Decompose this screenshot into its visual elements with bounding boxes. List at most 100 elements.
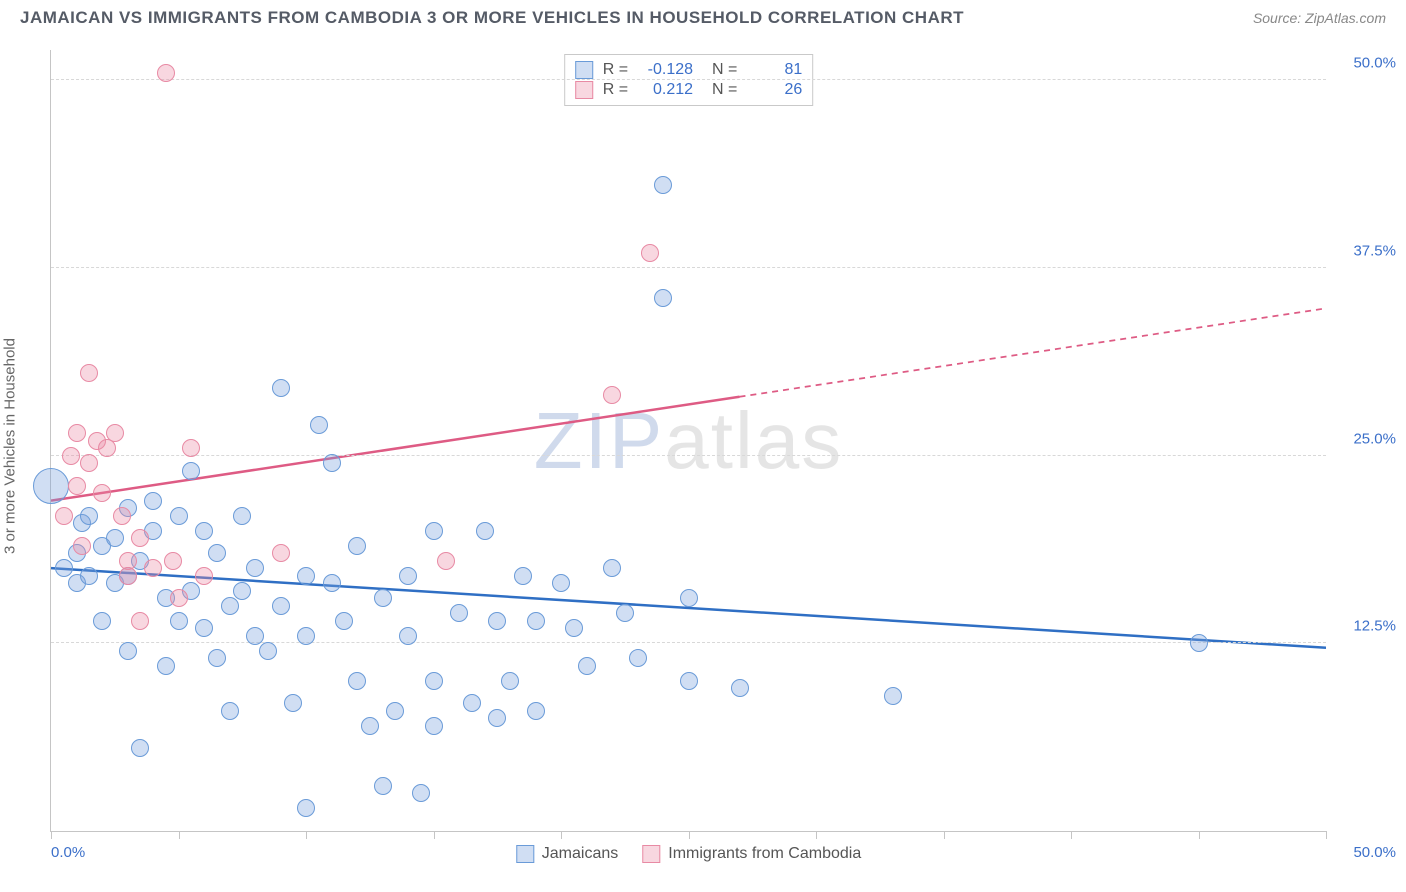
watermark: ZIPatlas <box>534 395 843 487</box>
jamaicans-point <box>335 612 353 630</box>
jamaicans-point <box>425 717 443 735</box>
r-label: R = <box>603 61 628 79</box>
x-axis-end-label: 50.0% <box>1353 844 1396 861</box>
cambodia-point <box>131 612 149 630</box>
jamaicans-point <box>463 694 481 712</box>
jamaicans-point <box>680 589 698 607</box>
cambodia-point <box>144 559 162 577</box>
jamaicans-point <box>93 612 111 630</box>
jamaicans-point <box>501 672 519 690</box>
y-axis-label: 3 or more Vehicles in Household <box>2 338 19 554</box>
jamaicans-point <box>565 619 583 637</box>
jamaicans-point <box>119 642 137 660</box>
gridline <box>51 79 1326 80</box>
y-tick-label: 50.0% <box>1336 55 1396 72</box>
cambodia-point <box>106 424 124 442</box>
cambodia-point <box>157 64 175 82</box>
cambodia-point <box>62 447 80 465</box>
jamaicans-point <box>284 694 302 712</box>
x-tick <box>1199 831 1200 839</box>
jamaicans-point <box>80 507 98 525</box>
jamaicans-point <box>386 702 404 720</box>
cambodia-point <box>93 484 111 502</box>
jamaicans-point <box>131 739 149 757</box>
jamaicans-point <box>144 492 162 510</box>
cambodia-point <box>272 544 290 562</box>
cambodia-point <box>641 244 659 262</box>
jamaicans-point <box>297 627 315 645</box>
jamaicans-point <box>170 507 188 525</box>
series-legend: Jamaicans Immigrants from Cambodia <box>516 845 861 863</box>
jamaicans-point <box>680 672 698 690</box>
jamaicans-point <box>374 589 392 607</box>
jamaicans-point <box>323 454 341 472</box>
jamaicans-point <box>259 642 277 660</box>
legend-swatch <box>516 845 534 863</box>
cambodia-point <box>182 439 200 457</box>
plot-region: ZIPatlas R = -0.128 N = 81 R = 0.212 N = 26 0… <box>50 50 1326 832</box>
jamaicans-point <box>246 559 264 577</box>
cambodia-point <box>80 364 98 382</box>
jamaicans-point <box>157 657 175 675</box>
n-value: 81 <box>747 61 802 79</box>
jamaicans-point <box>884 687 902 705</box>
n-label: N = <box>703 81 737 99</box>
legend-stat-row: R = 0.212 N = 26 <box>575 81 803 99</box>
jamaicans-point <box>195 619 213 637</box>
jamaicans-point <box>488 612 506 630</box>
jamaicans-point <box>106 529 124 547</box>
legend-swatch <box>575 61 593 79</box>
x-tick <box>51 831 52 839</box>
gridline <box>51 455 1326 456</box>
r-value: -0.128 <box>638 61 693 79</box>
x-axis-start-label: 0.0% <box>51 844 85 861</box>
cambodia-point <box>68 477 86 495</box>
jamaicans-point <box>80 567 98 585</box>
jamaicans-point <box>221 597 239 615</box>
legend-item: Jamaicans <box>516 845 618 863</box>
cambodia-point <box>55 507 73 525</box>
jamaicans-point <box>616 604 634 622</box>
jamaicans-point <box>233 582 251 600</box>
jamaicans-point <box>514 567 532 585</box>
n-value: 26 <box>747 81 802 99</box>
jamaicans-point <box>233 507 251 525</box>
gridline <box>51 642 1326 643</box>
jamaicans-point <box>348 672 366 690</box>
jamaicans-point <box>297 799 315 817</box>
x-tick <box>306 831 307 839</box>
jamaicans-point <box>527 612 545 630</box>
cambodia-point <box>80 454 98 472</box>
gridline <box>51 267 1326 268</box>
jamaicans-point <box>272 597 290 615</box>
cambodia-point <box>195 567 213 585</box>
jamaicans-point <box>208 649 226 667</box>
jamaicans-point <box>731 679 749 697</box>
jamaicans-point <box>195 522 213 540</box>
chart-title: JAMAICAN VS IMMIGRANTS FROM CAMBODIA 3 O… <box>20 8 964 28</box>
cambodia-point <box>73 537 91 555</box>
y-tick-label: 12.5% <box>1336 618 1396 635</box>
y-tick-label: 25.0% <box>1336 430 1396 447</box>
legend-item: Immigrants from Cambodia <box>642 845 861 863</box>
r-label: R = <box>603 81 628 99</box>
cambodia-point <box>131 529 149 547</box>
jamaicans-point <box>488 709 506 727</box>
cambodia-point <box>437 552 455 570</box>
cambodia-point <box>603 386 621 404</box>
jamaicans-point <box>208 544 226 562</box>
jamaicans-point <box>348 537 366 555</box>
jamaicans-point <box>578 657 596 675</box>
x-tick <box>561 831 562 839</box>
jamaicans-point <box>310 416 328 434</box>
legend-swatch <box>642 845 660 863</box>
x-tick <box>816 831 817 839</box>
jamaicans-point <box>399 567 417 585</box>
x-tick <box>179 831 180 839</box>
legend-label: Immigrants from Cambodia <box>668 845 861 863</box>
jamaicans-point <box>654 176 672 194</box>
r-value: 0.212 <box>638 81 693 99</box>
jamaicans-point <box>1190 634 1208 652</box>
jamaicans-point <box>629 649 647 667</box>
cambodia-point <box>113 507 131 525</box>
